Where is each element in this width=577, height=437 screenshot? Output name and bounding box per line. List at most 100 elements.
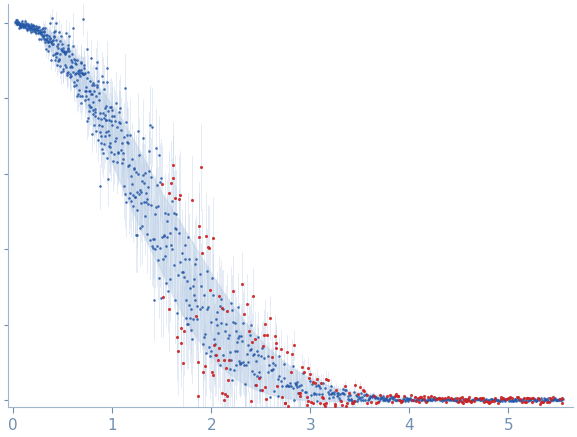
Point	[439, 396, 448, 403]
Point	[136, 189, 145, 196]
Point	[532, 397, 541, 404]
Point	[59, 45, 68, 52]
Point	[82, 45, 91, 52]
Point	[490, 394, 499, 401]
Point	[245, 419, 254, 426]
Point	[476, 395, 485, 402]
Point	[74, 66, 83, 73]
Point	[328, 393, 338, 400]
Point	[469, 397, 478, 404]
Point	[507, 397, 516, 404]
Point	[423, 393, 432, 400]
Point	[528, 395, 537, 402]
Point	[226, 299, 235, 306]
Point	[367, 393, 376, 400]
Point	[163, 288, 173, 295]
Point	[312, 391, 321, 398]
Point	[313, 398, 322, 405]
Point	[175, 196, 184, 203]
Point	[31, 26, 40, 33]
Point	[109, 151, 118, 158]
Point	[324, 388, 333, 395]
Point	[81, 92, 91, 99]
Point	[97, 140, 106, 147]
Point	[103, 175, 113, 182]
Point	[262, 408, 271, 415]
Point	[131, 168, 140, 175]
Point	[61, 50, 70, 57]
Point	[344, 396, 354, 403]
Point	[313, 382, 323, 388]
Point	[17, 17, 27, 24]
Point	[513, 394, 522, 401]
Point	[404, 395, 414, 402]
Point	[407, 397, 416, 404]
Point	[220, 396, 229, 403]
Point	[54, 57, 63, 64]
Point	[114, 108, 123, 115]
Point	[276, 378, 286, 385]
Point	[92, 83, 102, 90]
Point	[523, 397, 533, 404]
Point	[48, 52, 58, 59]
Point	[50, 27, 59, 34]
Point	[17, 21, 27, 28]
Point	[441, 396, 450, 403]
Point	[351, 391, 361, 398]
Point	[453, 395, 462, 402]
Point	[117, 126, 126, 133]
Point	[125, 162, 134, 169]
Point	[294, 390, 303, 397]
Point	[381, 395, 391, 402]
Point	[524, 396, 534, 403]
Point	[127, 181, 136, 188]
Point	[125, 189, 134, 196]
Point	[199, 292, 208, 299]
Point	[107, 121, 117, 128]
Point	[440, 396, 449, 403]
Point	[74, 69, 83, 76]
Point	[479, 394, 488, 401]
Point	[291, 382, 301, 388]
Point	[65, 47, 74, 54]
Point	[241, 381, 250, 388]
Point	[233, 303, 242, 310]
Point	[536, 395, 545, 402]
Point	[214, 344, 223, 351]
Point	[192, 312, 201, 319]
Point	[153, 257, 162, 264]
Point	[360, 392, 369, 399]
Point	[115, 119, 124, 126]
Point	[238, 281, 247, 288]
Point	[219, 357, 228, 364]
Point	[100, 105, 109, 112]
Point	[364, 397, 373, 404]
Point	[470, 395, 479, 402]
Point	[547, 397, 556, 404]
Point	[366, 399, 376, 406]
Point	[77, 99, 86, 106]
Point	[329, 388, 339, 395]
Point	[555, 395, 564, 402]
Point	[413, 397, 422, 404]
Point	[238, 319, 247, 326]
Point	[69, 68, 78, 75]
Point	[39, 24, 48, 31]
Point	[14, 20, 24, 27]
Point	[186, 326, 196, 333]
Point	[365, 395, 374, 402]
Point	[12, 20, 21, 27]
Point	[389, 393, 399, 400]
Point	[165, 229, 174, 236]
Point	[514, 396, 523, 403]
Point	[28, 22, 38, 29]
Point	[495, 398, 504, 405]
Point	[27, 28, 36, 35]
Point	[377, 395, 387, 402]
Point	[436, 396, 445, 403]
Point	[470, 398, 479, 405]
Point	[254, 374, 264, 381]
Point	[455, 394, 464, 401]
Point	[100, 133, 110, 140]
Point	[137, 200, 146, 207]
